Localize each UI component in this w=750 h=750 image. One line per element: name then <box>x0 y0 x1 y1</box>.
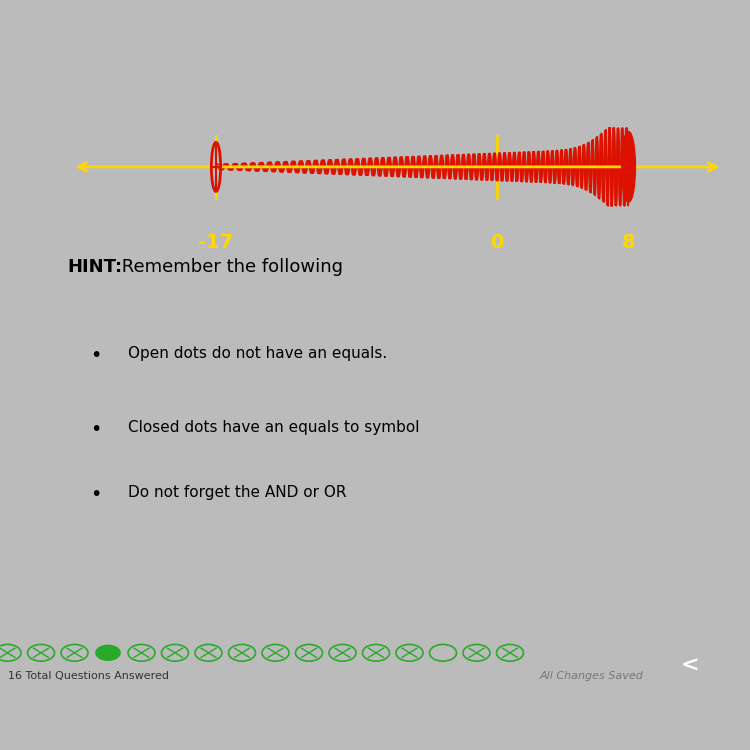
Text: -17: -17 <box>199 232 233 251</box>
Circle shape <box>96 645 120 660</box>
Text: All Changes Saved: All Changes Saved <box>540 670 644 681</box>
Circle shape <box>622 132 635 202</box>
Text: Closed dots have an equals to symbol: Closed dots have an equals to symbol <box>128 420 419 435</box>
Text: •: • <box>90 485 101 505</box>
Text: •: • <box>90 346 101 365</box>
Text: 16 Total Questions Answered: 16 Total Questions Answered <box>8 670 169 681</box>
Text: HINT:: HINT: <box>68 257 123 275</box>
Text: 0: 0 <box>490 232 503 251</box>
Text: Remember the following: Remember the following <box>116 257 344 275</box>
Text: •: • <box>90 420 101 440</box>
Text: Open dots do not have an equals.: Open dots do not have an equals. <box>128 346 387 361</box>
Text: Do not forget the AND or OR: Do not forget the AND or OR <box>128 485 346 500</box>
Text: 8: 8 <box>622 232 635 251</box>
Text: <: < <box>681 656 699 676</box>
